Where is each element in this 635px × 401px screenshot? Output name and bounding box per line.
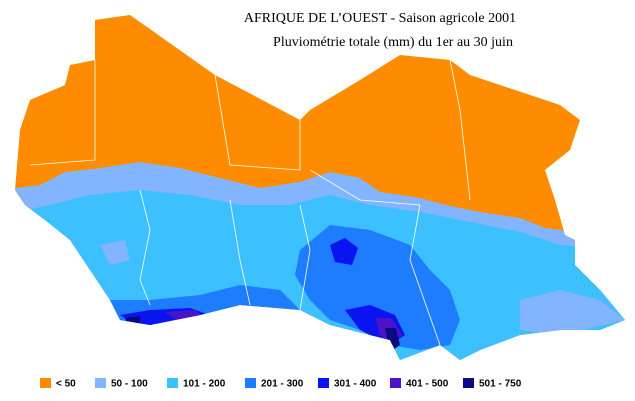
zone-50-100 [520,290,625,335]
legend-swatch [463,378,474,388]
border [139,189,151,306]
border [299,204,311,311]
legend-label: 50 - 100 [111,379,148,390]
zone-301-400 [330,238,358,265]
legend-swatch [40,378,51,388]
legend-swatch [390,378,401,388]
borders [29,59,471,346]
legend-label: 201 - 300 [261,379,304,390]
border [29,60,96,166]
legend: < 50 50 - 100 101 - 200 201 - 300 301 - 400 4… [40,378,522,390]
legend-label: 301 - 400 [334,379,377,390]
legend-swatch [167,378,178,388]
zone-50-100 [100,240,130,265]
legend-label: 401 - 500 [406,379,449,390]
map-title: AFRIQUE DE L’OUEST - Saison agricole 200… [244,11,516,26]
map-subtitle: Pluviométrie totale (mm) du 1er au 30 ju… [273,35,513,50]
legend-swatch [95,378,106,388]
legend-label: < 50 [56,379,76,390]
border [309,169,421,206]
border [409,204,441,346]
border [214,74,301,171]
border [449,59,471,201]
border [229,199,251,306]
legend-label: 501 - 750 [479,379,522,390]
legend-swatch [245,378,256,388]
legend-swatch [318,378,329,388]
legend-label: 101 - 200 [183,379,226,390]
